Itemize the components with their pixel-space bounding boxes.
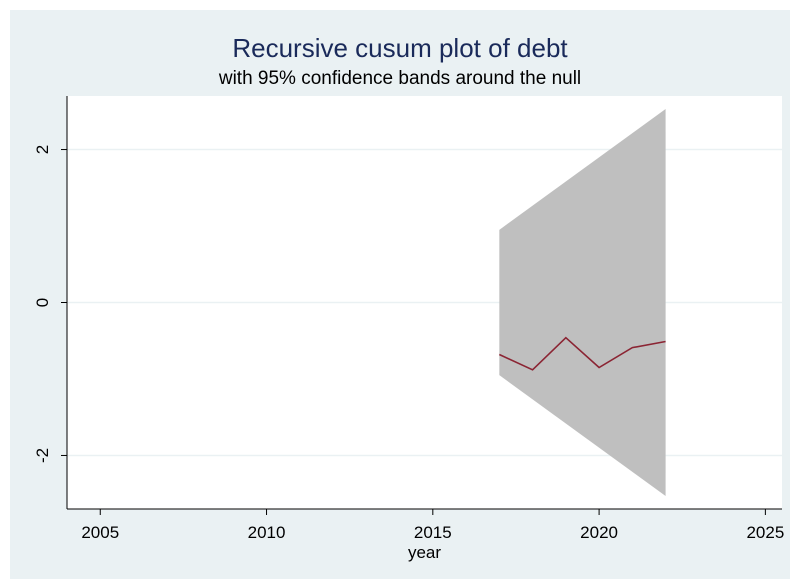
confidence-band [499, 109, 666, 496]
chart-subtitle: with 95% confidence bands around the nul… [218, 68, 582, 89]
x-tick-label: 2020 [580, 523, 618, 542]
chart-title: Recursive cusum plot of debt [232, 33, 568, 63]
x-tick-label: 2010 [248, 523, 286, 542]
x-axis-label: year [408, 543, 441, 562]
y-tick-label: 2 [33, 145, 52, 154]
y-tick-label: -2 [33, 448, 52, 463]
x-tick-label: 2015 [414, 523, 452, 542]
x-tick-label: 2005 [81, 523, 119, 542]
y-tick-label: 0 [33, 298, 52, 307]
cusum-line [498, 336, 666, 371]
x-tick-label: 2025 [746, 523, 784, 542]
